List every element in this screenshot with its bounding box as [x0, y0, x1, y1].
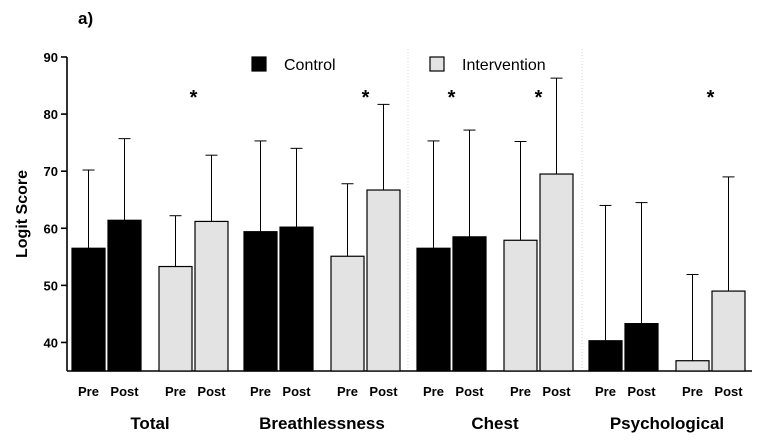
x-tick-label: Pre — [595, 384, 616, 399]
group-labels: Total Breathlessness Chest Psychological — [130, 414, 724, 433]
x-tick-label: Pre — [682, 384, 703, 399]
x-tick-label: Post — [627, 384, 656, 399]
bar-psychological-control-post — [624, 323, 659, 372]
bar-total-intervention-pre — [158, 265, 193, 372]
bar-breathlessness-control-post — [279, 226, 314, 372]
error-bars-layer — [82, 77, 735, 361]
x-tick-label: Post — [455, 384, 484, 399]
bar-chest-intervention-pre — [503, 239, 538, 372]
panel-label: a) — [78, 9, 93, 28]
y-axis-title: Logit Score — [14, 170, 31, 258]
x-tick-label: Pre — [78, 384, 99, 399]
y-tick-label: 40 — [44, 335, 58, 350]
bar-breathlessness-intervention-pre — [330, 255, 365, 372]
x-tick-labels: Pre Post Pre Post Pre Post Pre Post Pre Post Pre Po… — [78, 384, 743, 399]
bar-psychological-control-pre — [588, 340, 623, 372]
x-tick-label: Post — [110, 384, 139, 399]
bar-chest-control-post — [452, 236, 487, 372]
bars-layer — [71, 173, 746, 372]
x-tick-label: Pre — [423, 384, 444, 399]
significance-marker: * — [448, 87, 456, 109]
y-tick-label: 50 — [44, 278, 58, 293]
x-tick-label: Post — [282, 384, 311, 399]
legend-swatch-control — [251, 56, 267, 72]
x-tick-label: Pre — [337, 384, 358, 399]
group-label-chest: Chest — [471, 414, 519, 433]
significance-marker: * — [362, 87, 370, 109]
group-label-total: Total — [130, 414, 169, 433]
legend-label-intervention: Intervention — [462, 57, 546, 74]
x-tick-label: Pre — [165, 384, 186, 399]
x-tick-label: Post — [542, 384, 571, 399]
x-tick-label: Pre — [250, 384, 271, 399]
group-label-breathlessness: Breathlessness — [259, 414, 385, 433]
x-tick-label: Post — [197, 384, 226, 399]
bar-breathlessness-control-pre — [243, 231, 278, 372]
significance-layer: * * * * * — [190, 87, 715, 109]
x-tick-label: Post — [369, 384, 398, 399]
chart-legend: Control Intervention — [251, 56, 546, 74]
bar-breathlessness-intervention-post — [366, 189, 401, 372]
bar-total-intervention-post — [194, 220, 229, 372]
bar-total-control-pre — [71, 247, 106, 372]
legend-swatch-intervention — [429, 56, 445, 72]
significance-marker: * — [190, 87, 198, 109]
significance-marker: * — [535, 87, 543, 109]
x-tick-label: Post — [714, 384, 743, 399]
bar-total-control-post — [107, 219, 142, 372]
bar-psychological-intervention-post — [711, 290, 746, 372]
y-tick-label: 90 — [44, 50, 58, 65]
legend-label-control: Control — [284, 57, 336, 74]
significance-marker: * — [707, 87, 715, 109]
y-tick-label: 70 — [44, 164, 58, 179]
bar-psychological-intervention-pre — [675, 360, 710, 372]
x-tick-label: Pre — [510, 384, 531, 399]
y-tick-label: 60 — [44, 221, 58, 236]
group-label-psychological: Psychological — [610, 414, 724, 433]
y-tick-label: 80 — [44, 107, 58, 122]
bar-chest-intervention-post — [539, 173, 574, 372]
bar-chest-control-pre — [416, 247, 451, 372]
